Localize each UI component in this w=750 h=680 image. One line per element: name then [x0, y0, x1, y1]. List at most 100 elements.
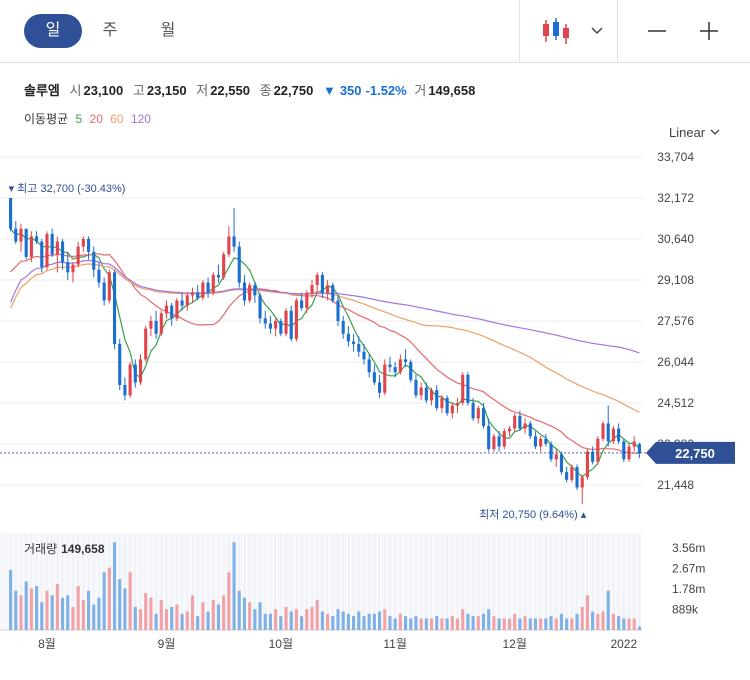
volume-bar [461, 609, 465, 630]
volume-bar [216, 604, 221, 630]
volume-bar [310, 606, 314, 630]
candle-body [570, 467, 574, 480]
candle-body [133, 364, 137, 383]
volume-bar [341, 611, 345, 630]
candle-body [414, 379, 418, 396]
candle-body [320, 274, 324, 293]
volume-bar [435, 616, 439, 630]
low-value: 22,550 [210, 83, 250, 98]
volume-bar [253, 609, 257, 630]
y-tick-label: 33,704 [657, 150, 694, 164]
candle-body [279, 320, 283, 334]
volume-bar [227, 572, 231, 630]
candlestick-icon[interactable] [540, 16, 572, 46]
plus-icon[interactable] [697, 16, 721, 46]
candle-body [554, 454, 558, 460]
volume-bar [159, 599, 163, 630]
tab-weekly[interactable]: 주 [102, 22, 118, 39]
volume-bar [138, 609, 143, 630]
volume-bar [29, 588, 33, 630]
candle-body [107, 272, 111, 301]
volume-bar [336, 609, 340, 630]
ma60-legend: 60 [110, 112, 124, 126]
volume-bar [315, 599, 319, 630]
candle-body [24, 228, 28, 257]
volume-bar [440, 618, 444, 630]
volume-bar [211, 599, 215, 630]
volume-bar [559, 613, 564, 630]
high-annotation: ▾ 최고 32,700 (-30.43%) [9, 182, 126, 195]
candle-body [388, 364, 392, 368]
candle-body [112, 272, 117, 345]
candle-body [585, 451, 589, 478]
candle-body [242, 282, 247, 301]
low-annotation: 최저 20,750 (9.64%) ▴ [479, 508, 587, 521]
candle-body [471, 402, 475, 419]
candle-body [601, 423, 605, 439]
volume-bar [76, 586, 80, 630]
minus-icon[interactable] [645, 16, 669, 46]
tab-daily[interactable]: 일 [24, 14, 82, 48]
volume-bar [632, 618, 636, 630]
volume-bar [554, 618, 558, 630]
volume-bar [544, 618, 548, 630]
low-label: 저 [196, 83, 209, 98]
chevron-down-icon[interactable] [588, 16, 606, 46]
volume-bar [414, 616, 418, 630]
candle-body [222, 254, 226, 278]
candle-body [274, 320, 278, 329]
volume-bar [627, 618, 631, 630]
tab-monthly[interactable]: 월 [160, 22, 176, 39]
candle-body [118, 344, 122, 386]
volume-bar [263, 613, 267, 630]
candle-body [617, 428, 621, 442]
volume-bar [575, 613, 579, 630]
candle-body [450, 405, 454, 414]
change-value: 350 [339, 83, 362, 98]
volume-bar [591, 611, 595, 630]
candle-body [403, 359, 408, 362]
ma5-line [10, 228, 640, 478]
x-tick-label: 11월 [383, 637, 407, 651]
volume-bar [507, 618, 512, 630]
volume-bar [180, 613, 184, 630]
volume-bar [481, 613, 486, 630]
volume-bar [81, 599, 85, 630]
volume-bar [50, 595, 54, 630]
volume-bar [237, 590, 241, 630]
candle-body [591, 451, 595, 462]
candle-body [419, 387, 423, 396]
candle-body [185, 295, 189, 306]
volume-label: 거 [414, 83, 427, 98]
ma60-line [10, 263, 640, 413]
candle-body [227, 236, 231, 255]
scale-dropdown[interactable]: Linear [669, 125, 721, 140]
x-tick-label: 10월 [269, 637, 293, 651]
volume-bar [284, 606, 288, 630]
toolbar-divider [617, 0, 618, 62]
volume-bar [445, 618, 449, 630]
candle-body [435, 390, 439, 409]
y-tick-label: 21,448 [657, 478, 694, 492]
candle-body [502, 431, 506, 447]
volume-bar [357, 611, 361, 630]
change-percent: -1.52% [365, 83, 407, 98]
candle-body [409, 361, 413, 380]
x-tick-label: 2022 [610, 637, 637, 651]
candle-body [180, 300, 184, 306]
candle-body [352, 341, 356, 345]
candle-body [637, 443, 641, 453]
volume-bar [61, 597, 65, 630]
volume-bar [279, 616, 283, 630]
top-toolbar: 일 주 월 [0, 0, 750, 63]
volume-bar [523, 616, 527, 630]
volume-bar [497, 618, 501, 630]
toolbar-divider [519, 0, 520, 62]
volume-bar [71, 606, 75, 630]
candle-body [367, 359, 371, 373]
volume-bar [528, 618, 532, 630]
volume-bar [133, 606, 137, 630]
current-price-label: 22,750 [675, 446, 715, 461]
close-label: 종 [259, 83, 272, 98]
x-tick-label: 8월 [38, 637, 56, 651]
